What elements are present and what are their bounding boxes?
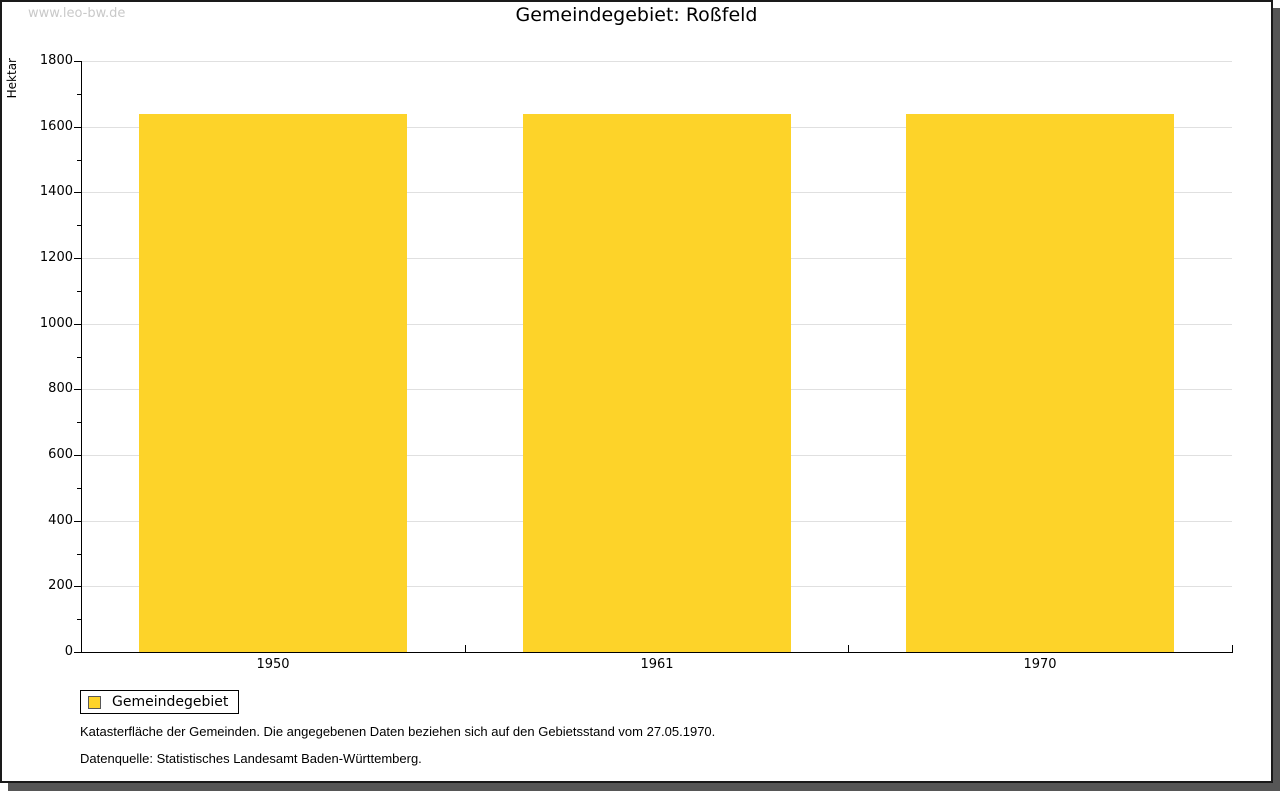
x-axis-category-label: 1950 — [256, 657, 290, 672]
window-shadow-bottom — [8, 783, 1280, 791]
y-axis-line — [81, 61, 82, 653]
bar-1950 — [139, 114, 407, 652]
y-axis-minor-tick — [77, 422, 81, 424]
y-axis-tick-label: 400 — [48, 512, 73, 528]
legend-label: Gemeindegebiet — [112, 694, 229, 710]
x-axis-line — [81, 652, 1233, 653]
y-axis-tick — [74, 258, 81, 259]
y-axis-tick — [74, 61, 81, 62]
footnote-description: Katasterfläche der Gemeinden. Die angege… — [80, 724, 716, 739]
bar-1961 — [523, 114, 791, 652]
x-axis-category-label: 1970 — [1023, 657, 1057, 672]
bar-1970 — [906, 114, 1174, 652]
footnote-datasource: Datenquelle: Statistisches Landesamt Bad… — [80, 751, 422, 766]
y-axis-minor-tick — [77, 487, 81, 489]
legend: Gemeindegebiet — [80, 690, 240, 714]
y-axis-tick-label: 1800 — [39, 53, 73, 68]
x-axis-category-label: 1961 — [640, 657, 674, 672]
y-axis-tick-label: 1000 — [39, 315, 73, 331]
y-axis-tick-label: 200 — [48, 578, 73, 594]
y-axis-tick — [74, 126, 81, 128]
x-axis-tick — [1232, 645, 1233, 652]
y-axis-tick-label: 800 — [48, 381, 73, 397]
y-axis-tick-label: 1400 — [39, 184, 73, 200]
y-axis-minor-tick — [77, 93, 81, 95]
x-axis-tick — [848, 645, 849, 652]
y-axis-tick — [74, 192, 81, 194]
y-axis-tick — [74, 323, 81, 325]
x-axis-tick — [465, 645, 466, 652]
y-axis-minor-tick — [77, 225, 81, 227]
y-axis-minor-tick — [77, 290, 81, 292]
y-axis-tick-label: 1600 — [39, 118, 73, 134]
y-axis-minor-tick — [77, 356, 81, 358]
window-shadow-right — [1273, 8, 1280, 783]
gridline — [81, 61, 1232, 62]
legend-swatch — [88, 695, 101, 709]
chart-title: Gemeindegebiet: Roßfeld — [515, 4, 758, 26]
y-axis-tick-label: 1200 — [39, 250, 73, 265]
y-axis-tick — [74, 455, 81, 456]
y-axis-tick — [74, 652, 81, 653]
y-axis-minor-tick — [77, 619, 81, 621]
y-axis-minor-tick — [77, 159, 81, 161]
y-axis-tick — [74, 389, 81, 391]
y-axis-tick-label: 600 — [48, 447, 73, 462]
y-axis-tick — [74, 586, 81, 588]
watermark: www.leo-bw.de — [28, 6, 126, 21]
y-axis-tick-label: 0 — [64, 644, 73, 659]
y-axis-tick — [74, 520, 81, 522]
y-axis-minor-tick — [77, 553, 81, 555]
